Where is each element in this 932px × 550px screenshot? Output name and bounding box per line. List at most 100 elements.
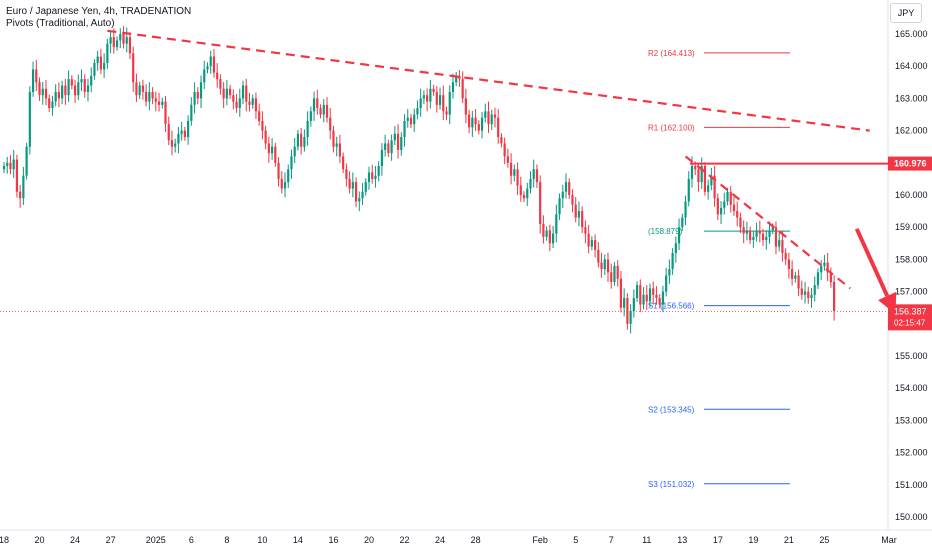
candle-body — [516, 169, 519, 186]
candle-body — [61, 85, 64, 99]
candle-body — [716, 198, 719, 215]
candle-body — [687, 178, 690, 202]
candle-body — [277, 162, 280, 179]
candle-body — [261, 120, 264, 131]
candle-body — [480, 117, 484, 131]
candle-body — [12, 159, 15, 170]
candle-body — [719, 207, 723, 215]
candle-body — [161, 101, 164, 105]
candle-body — [35, 69, 38, 83]
candle-body — [103, 62, 106, 70]
candle-body — [364, 182, 367, 192]
x-tick-label: 28 — [471, 535, 481, 545]
candle-body — [348, 178, 351, 189]
candle-body — [122, 34, 125, 44]
candle-body — [167, 124, 170, 141]
candle-body — [542, 223, 545, 237]
candle-body — [238, 98, 241, 109]
candle-body — [545, 230, 548, 237]
candle-body — [251, 98, 254, 105]
forecast-arrow-shaft — [854, 227, 890, 297]
candle-body — [90, 75, 93, 86]
candle-body — [241, 85, 245, 99]
candle-body — [755, 230, 758, 237]
candle-body — [723, 201, 726, 208]
candle-body — [354, 182, 358, 202]
candle-body — [96, 56, 99, 63]
y-tick-label: 162.000 — [895, 126, 928, 136]
candle-body — [41, 88, 44, 96]
pivot-label-S3: S3 (151.032) — [648, 480, 695, 489]
candle-body — [626, 298, 629, 324]
candle-body — [325, 104, 329, 118]
candle-body — [338, 143, 342, 157]
candle-body — [597, 249, 600, 263]
candle-body — [15, 159, 19, 192]
trendline-2 — [684, 155, 851, 290]
x-tick-label: 19 — [748, 535, 758, 545]
candle-body — [216, 72, 219, 80]
candle-body — [377, 166, 380, 176]
pivot-label-P: (158.879) — [648, 227, 683, 236]
candle-body — [826, 262, 829, 273]
candle-body — [522, 195, 526, 199]
x-tick-label: 7 — [609, 535, 614, 545]
candle-body — [70, 79, 73, 86]
candle-body — [532, 169, 535, 179]
pivot-label-S1: S1 (156.566) — [648, 302, 695, 311]
candle-body — [629, 310, 632, 324]
x-tick-label: 25 — [819, 535, 829, 545]
candle-body — [351, 182, 354, 189]
currency-button[interactable]: JPY — [890, 3, 922, 23]
candle-body — [803, 291, 807, 295]
candle-body — [513, 169, 516, 176]
candle-body — [603, 259, 606, 270]
candle-body — [658, 298, 661, 305]
candle-body — [555, 214, 558, 234]
x-tick-label: 17 — [713, 535, 723, 545]
candle-body — [51, 101, 54, 109]
candle-body — [791, 269, 794, 279]
x-tick-label: 8 — [224, 535, 229, 545]
candle-body — [833, 281, 836, 311]
candle-body — [823, 262, 826, 266]
pivot-label-R1: R1 (162.100) — [648, 123, 695, 132]
candle-body — [493, 114, 497, 118]
y-tick-label: 164.000 — [895, 61, 928, 71]
y-tick-label: 152.000 — [895, 448, 928, 458]
candle-body — [771, 227, 774, 231]
candle-body — [203, 69, 206, 83]
candle-body — [57, 91, 61, 99]
candle-body — [371, 172, 374, 179]
candle-body — [287, 169, 290, 183]
candle-body — [749, 230, 752, 241]
candle-body — [319, 108, 322, 115]
candle-body — [38, 82, 41, 96]
candle-body — [19, 191, 22, 199]
candle-body — [535, 169, 539, 183]
candle-body — [135, 82, 138, 96]
candle-body — [635, 285, 639, 299]
candle-body — [151, 91, 154, 99]
candle-body — [710, 175, 713, 186]
candle-body — [393, 133, 396, 141]
candle-body — [193, 91, 196, 105]
candle-body — [248, 101, 251, 105]
x-tick-label: 22 — [400, 535, 410, 545]
candle-body — [25, 146, 28, 176]
candle-body — [406, 117, 409, 121]
candle-body — [490, 114, 493, 125]
x-tick-label: 24 — [70, 535, 80, 545]
candle-body — [648, 288, 652, 302]
candle-body — [742, 227, 745, 234]
candle-body — [93, 62, 96, 76]
candle-body — [258, 111, 261, 121]
candle-body — [9, 162, 12, 170]
candle-body — [132, 53, 135, 83]
candle-body — [726, 191, 729, 202]
candle-body — [48, 98, 51, 109]
candle-body — [539, 182, 542, 224]
candle-body — [6, 162, 9, 167]
indicator-label[interactable]: Pivots (Traditional, Auto) — [6, 18, 115, 29]
